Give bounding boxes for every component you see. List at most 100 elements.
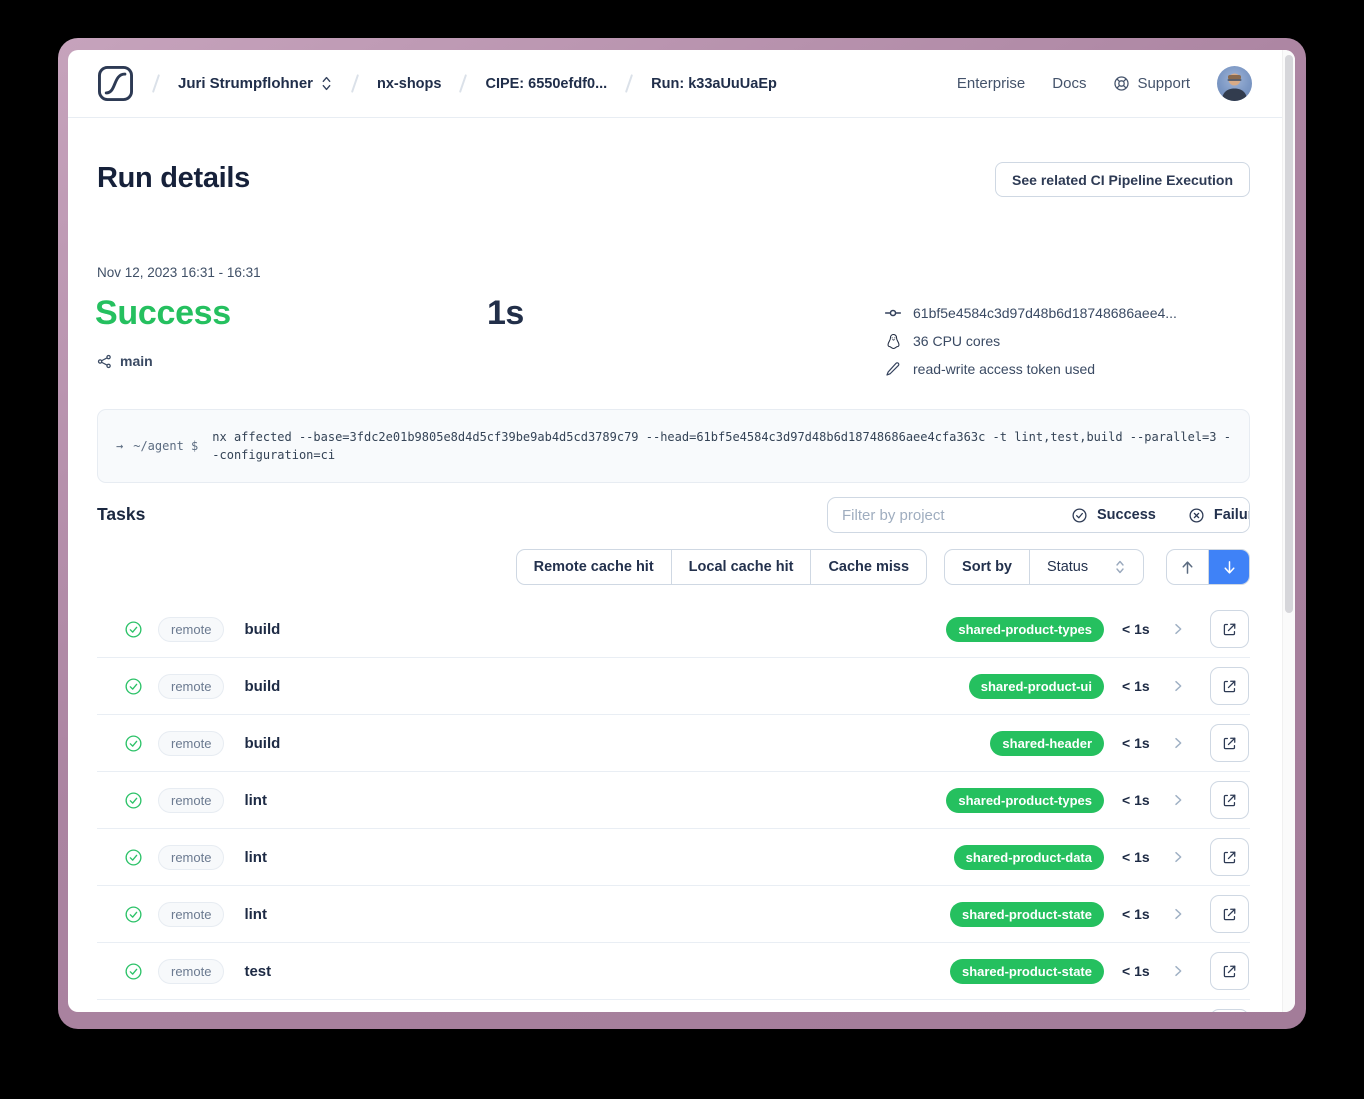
commit-meta: 61bf5e4584c3d97d48b6d18748686aee4... [884, 299, 1177, 327]
nav-support-link[interactable]: Support [1113, 75, 1190, 92]
breadcrumb-separator [459, 74, 468, 93]
filter-success-button[interactable]: Success [1055, 498, 1172, 532]
cache-miss-button[interactable]: Cache miss [810, 550, 926, 584]
open-task-button[interactable] [1210, 667, 1249, 705]
cache-filter-group: Remote cache hit Local cache hit Cache m… [515, 549, 928, 585]
task-target-label: build [244, 620, 281, 638]
remote-cache-hit-button[interactable]: Remote cache hit [517, 550, 671, 584]
task-target-label: build [244, 734, 281, 752]
task-list: remote build shared-product-types < 1s r… [97, 601, 1250, 1012]
external-link-icon [1223, 737, 1236, 749]
chevron-right-icon[interactable] [1170, 849, 1186, 865]
success-check-icon [124, 848, 143, 867]
token-meta: read-write access token used [884, 355, 1177, 383]
chevron-right-icon[interactable] [1170, 678, 1186, 694]
branch-share-icon [97, 354, 111, 368]
main-content: Run details See related CI Pipeline Exec… [68, 118, 1282, 1012]
sort-group: Sort by Status [944, 549, 1144, 585]
project-badge[interactable]: shared-header [990, 730, 1104, 756]
cache-source-badge: remote [158, 901, 225, 927]
cache-source-badge: remote [158, 616, 225, 642]
breadcrumb-separator [625, 74, 634, 93]
open-task-button[interactable] [1210, 895, 1249, 933]
project-badge[interactable]: shared-product-types [946, 787, 1104, 813]
nav-enterprise-link[interactable]: Enterprise [956, 75, 1026, 92]
branch-row: main [97, 353, 153, 369]
task-row[interactable]: remote lint shared-product-state < 1s [97, 886, 1250, 943]
project-badge[interactable]: shared-product-state [949, 901, 1104, 927]
scrollbar-thumb[interactable] [1285, 55, 1293, 613]
cache-source-badge: remote [158, 673, 225, 699]
app-header: Juri Strumpflohner nx-shops CIPE: 6550ef… [68, 50, 1282, 118]
breadcrumb-workspace-switcher[interactable]: Juri Strumpflohner [178, 75, 333, 92]
sort-by-label: Sort by [962, 559, 1012, 575]
task-row[interactable]: remote build shared-product-ui < 1s [97, 658, 1250, 715]
breadcrumb-run[interactable]: Run: k33aUuUaEp [651, 75, 777, 92]
project-badge[interactable]: shared-product-types [946, 616, 1104, 642]
access-token-text: read-write access token used [913, 361, 1096, 377]
run-duration: 1s [487, 294, 524, 332]
local-cache-hit-button[interactable]: Local cache hit [670, 550, 811, 584]
open-task-button[interactable] [1210, 724, 1249, 762]
open-task-button[interactable] [1210, 1009, 1249, 1012]
breadcrumb-separator [151, 74, 161, 93]
task-duration: < 1s [1122, 906, 1150, 922]
prompt-path: ~/agent $ [133, 439, 199, 453]
chevron-right-icon[interactable] [1170, 735, 1186, 751]
nav-docs-link[interactable]: Docs [1052, 75, 1087, 92]
sort-descending-button[interactable] [1208, 550, 1249, 584]
app-window: Juri Strumpflohner nx-shops CIPE: 6550ef… [58, 38, 1306, 1029]
user-avatar[interactable] [1217, 66, 1252, 101]
task-duration: < 1s [1122, 963, 1150, 979]
check-circle-icon [1072, 507, 1087, 523]
project-badge[interactable]: shared-product-state [949, 958, 1104, 984]
success-check-icon [124, 905, 143, 924]
open-task-button[interactable] [1210, 838, 1249, 876]
app-window-content: Juri Strumpflohner nx-shops CIPE: 6550ef… [68, 50, 1295, 1012]
task-row[interactable]: remote build shared-product-types < 1s [97, 601, 1250, 658]
chevron-right-icon[interactable] [1170, 963, 1186, 979]
task-duration: < 1s [1122, 849, 1150, 865]
external-link-icon [1223, 623, 1236, 635]
arrow-up-icon [1182, 560, 1193, 574]
see-related-cipe-button[interactable]: See related CI Pipeline Execution [995, 162, 1250, 197]
task-row[interactable]: remote lint shared-product-types < 1s [97, 772, 1250, 829]
task-row[interactable]: remote test shared-product-state < 1s [97, 943, 1250, 1000]
external-link-icon [1223, 794, 1236, 806]
tasks-heading: Tasks [97, 504, 146, 524]
commit-icon [884, 304, 902, 322]
pencil-icon [884, 361, 902, 377]
x-circle-icon [1189, 507, 1204, 523]
task-row[interactable]: remote build shared-header < 1s [97, 715, 1250, 772]
breadcrumb-workspace[interactable]: nx-shops [377, 75, 442, 92]
task-row[interactable]: remote lint shared-product-data < 1s [97, 829, 1250, 886]
chevron-right-icon[interactable] [1170, 621, 1186, 637]
header-nav: Enterprise Docs Support [957, 66, 1252, 101]
project-badge[interactable]: shared-product-ui [968, 673, 1104, 699]
sort-ascending-button[interactable] [1167, 550, 1208, 584]
open-task-button[interactable] [1210, 952, 1249, 990]
open-task-button[interactable] [1210, 781, 1249, 819]
task-target-label: lint [244, 905, 267, 923]
filter-failures-button[interactable]: Failures [1171, 498, 1249, 532]
success-check-icon [124, 791, 143, 810]
filter-by-project-input[interactable] [828, 498, 1055, 532]
task-row[interactable] [97, 1000, 1250, 1012]
chevron-right-icon[interactable] [1170, 792, 1186, 808]
sort-select[interactable]: Status [1029, 550, 1143, 584]
open-task-button[interactable] [1210, 610, 1249, 648]
chevron-right-icon[interactable] [1170, 906, 1186, 922]
nx-cloud-logo-icon[interactable] [97, 65, 134, 102]
task-duration: < 1s [1122, 792, 1150, 808]
commit-hash[interactable]: 61bf5e4584c3d97d48b6d18748686aee4... [913, 305, 1177, 321]
external-link-icon [1223, 851, 1236, 863]
branch-name[interactable]: main [120, 353, 153, 369]
breadcrumb-cipe[interactable]: CIPE: 6550efdf0... [485, 75, 608, 92]
success-check-icon [124, 962, 143, 981]
terminal-command-block: → ~/agent $ nx affected --base=3fdc2e01b… [97, 409, 1250, 483]
task-duration: < 1s [1122, 678, 1150, 694]
scrollbar[interactable] [1282, 50, 1295, 1012]
arrow-down-icon [1224, 560, 1234, 574]
project-badge[interactable]: shared-product-data [953, 844, 1104, 870]
run-date-range: Nov 12, 2023 16:31 - 16:31 [97, 265, 261, 280]
